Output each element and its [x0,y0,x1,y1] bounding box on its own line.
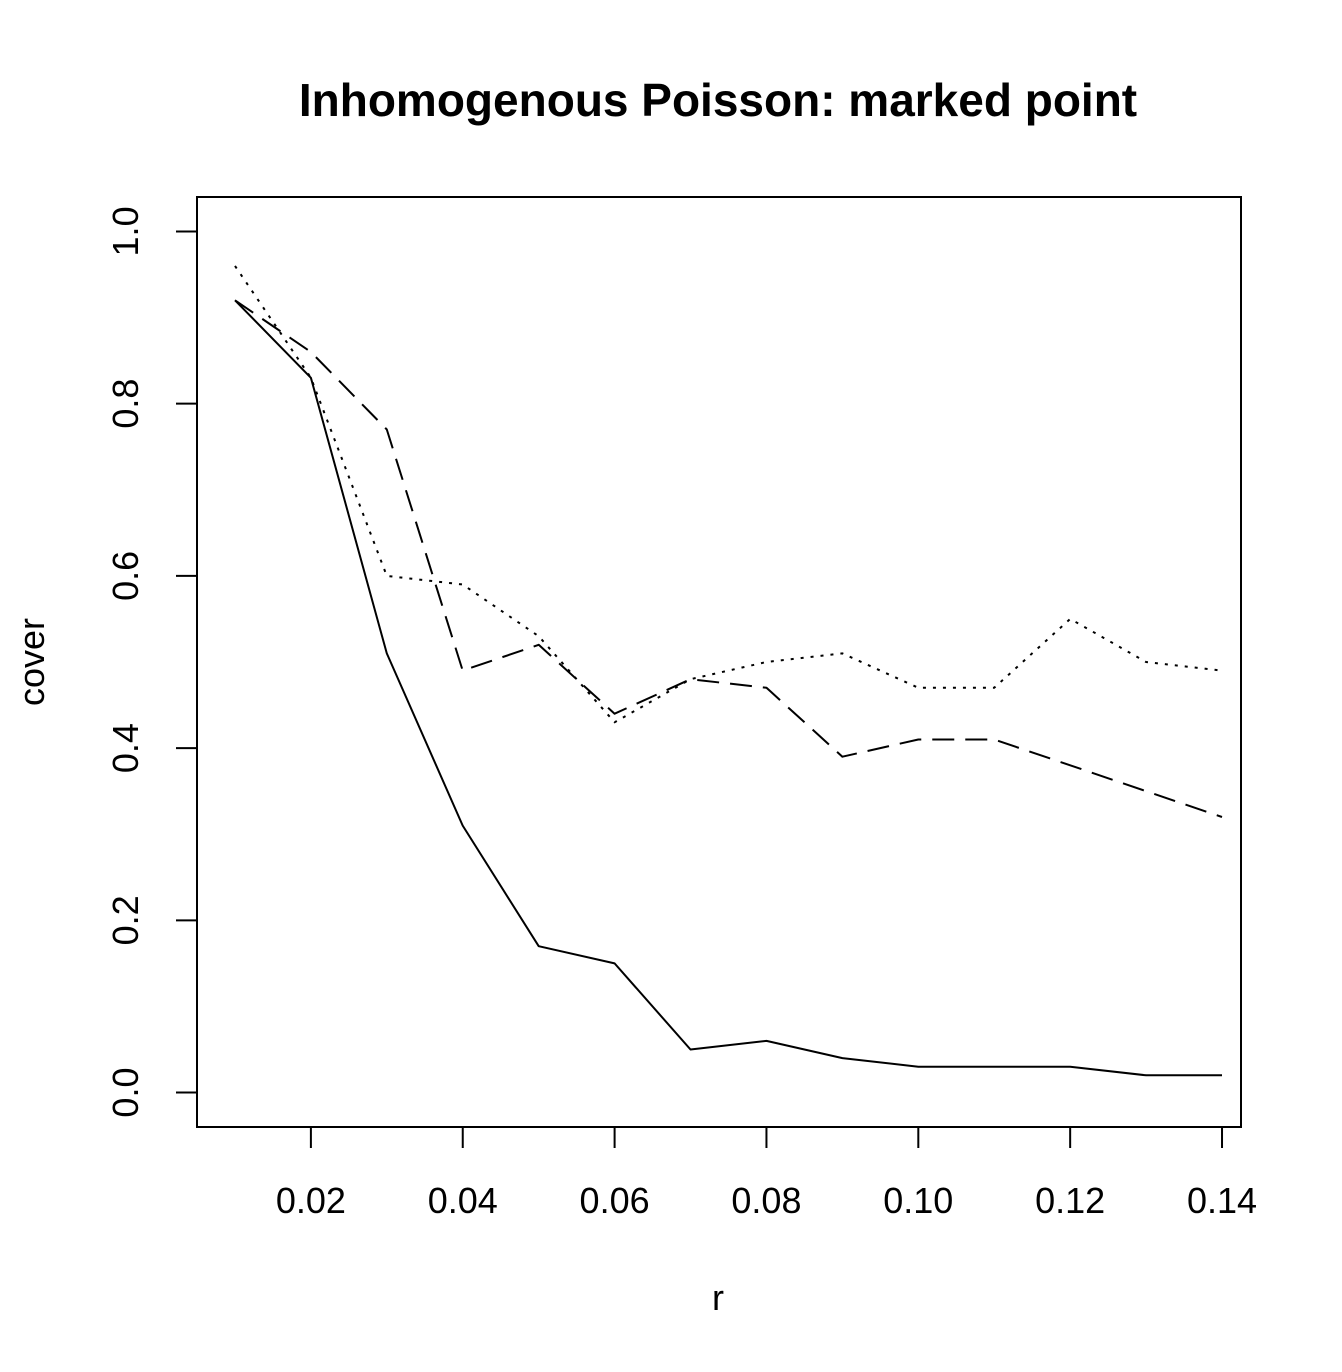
y-axis-label: cover [11,618,52,706]
series-line-dashed [234,299,1223,818]
series-layer [234,265,1223,1077]
x-tick-label: 0.12 [1035,1180,1105,1221]
y-tick-label: 1.0 [105,206,146,256]
x-axis-label: r [712,1277,724,1318]
x-tick-label: 0.14 [1187,1180,1257,1221]
series-line-solid [234,299,1222,1077]
series-line-dotted [234,265,1223,724]
y-axis: 0.0 0.2 0.4 0.6 0.8 1.0 [105,206,198,1118]
x-tick-label: 0.08 [731,1180,801,1221]
x-tick-label: 0.02 [276,1180,346,1221]
y-tick-label: 0.4 [105,723,146,773]
chart-title: Inhomogenous Poisson: marked point [299,74,1137,126]
y-tick-label: 0.6 [105,551,146,601]
y-tick-label: 0.0 [105,1068,146,1118]
x-tick-label: 0.10 [883,1180,953,1221]
x-tick-label: 0.06 [580,1180,650,1221]
plot-frame [196,196,1242,1128]
y-tick-label: 0.8 [105,379,146,429]
x-tick-label: 0.04 [428,1180,498,1221]
y-tick-label: 0.2 [105,895,146,945]
x-axis: 0.02 0.04 0.06 0.08 0.10 0.12 0.14 [276,1126,1257,1221]
